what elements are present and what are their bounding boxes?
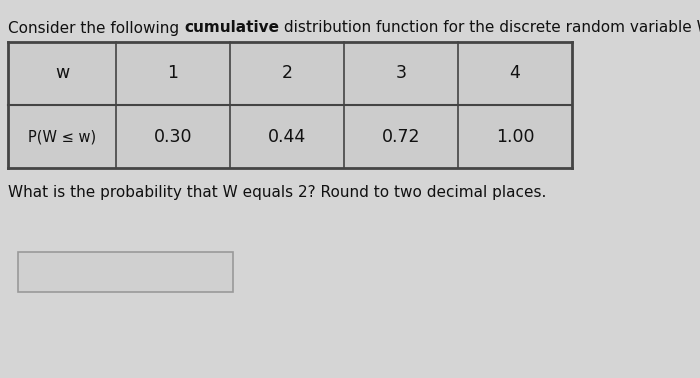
- Text: 3: 3: [395, 65, 407, 82]
- Text: w: w: [55, 65, 69, 82]
- Text: Consider the following: Consider the following: [8, 20, 184, 36]
- Text: 2: 2: [281, 65, 293, 82]
- Text: 1: 1: [167, 65, 178, 82]
- Text: 0.30: 0.30: [154, 127, 192, 146]
- Text: 4: 4: [510, 65, 520, 82]
- Text: 0.72: 0.72: [382, 127, 420, 146]
- Text: cumulative: cumulative: [184, 20, 279, 36]
- Text: 1.00: 1.00: [496, 127, 534, 146]
- Text: distribution function for the discrete random variable W.: distribution function for the discrete r…: [279, 20, 700, 36]
- Text: 0.44: 0.44: [268, 127, 306, 146]
- Text: What is the probability that W equals 2? Round to two decimal places.: What is the probability that W equals 2?…: [8, 185, 547, 200]
- Text: P(W ≤ w): P(W ≤ w): [28, 129, 96, 144]
